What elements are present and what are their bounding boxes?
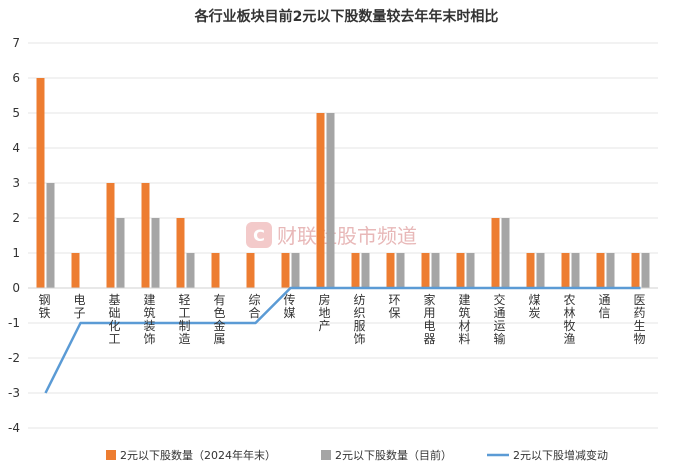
bar-current [291, 253, 300, 288]
y-tick-label: 7 [12, 36, 20, 50]
legend-swatch [321, 450, 331, 460]
x-tick-label: 基础化工 [108, 293, 120, 346]
bar-2024-year-end [211, 253, 220, 288]
bar-current [46, 183, 55, 288]
bar-current [466, 253, 475, 288]
chart-title: 各行业板块目前2元以下股数量较去年年末时相比 [194, 9, 499, 25]
bar-2024-year-end [316, 113, 325, 288]
y-tick-label: -2 [8, 351, 20, 365]
x-tick-label: 交通运输 [493, 292, 505, 346]
legend-label: 2元以下股增减变动 [513, 448, 608, 462]
bar-current [116, 218, 125, 288]
x-tick-label: 建筑装饰 [143, 293, 155, 346]
bar-2024-year-end [596, 253, 605, 288]
bar-2024-year-end [246, 253, 255, 288]
x-tick-label: 通信 [598, 293, 610, 320]
gridlines [28, 42, 658, 429]
bar-2024-year-end [141, 183, 150, 288]
bar-2024-year-end [561, 253, 570, 288]
bar-2024-year-end [106, 183, 115, 288]
x-tick-label: 钢铁 [38, 293, 50, 320]
bar-current [501, 218, 510, 288]
x-tick-label: 轻工制造 [178, 293, 190, 346]
x-tick-label: 有色金属 [213, 293, 225, 346]
x-tick-label: 农林牧渔 [563, 293, 575, 346]
y-tick-label: -1 [8, 316, 20, 330]
change-line-series [44, 286, 641, 394]
bar-2024-year-end [351, 253, 360, 288]
bar-2024-year-end [36, 78, 45, 288]
y-tick-label: 5 [12, 106, 20, 120]
bar-current [326, 113, 335, 288]
bar-current [361, 253, 370, 288]
y-axis: 7 6 5 4 3 2 1 0 -1 -2 -3 -4 [8, 36, 20, 435]
x-tick-label: 综合 [248, 293, 260, 320]
y-tick-label: 6 [12, 71, 20, 85]
bar-current [151, 218, 160, 288]
watermark-text: 财联社股市频道 [277, 224, 417, 248]
c-logo-icon [246, 222, 272, 248]
bar-2024-year-end [421, 253, 430, 288]
bar-current [186, 253, 195, 288]
change-line [44, 286, 641, 394]
watermark: C 财联社股市频道 [246, 222, 417, 248]
bar-current [431, 253, 440, 288]
bars [36, 78, 650, 288]
bar-current [396, 253, 405, 288]
x-tick-label: 煤炭 [528, 293, 540, 320]
bar-2024-year-end [491, 218, 500, 288]
x-tick-label: 传媒 [283, 292, 295, 320]
legend-current: 2元以下股数量（目前） [321, 448, 452, 462]
y-tick-label: -3 [8, 386, 20, 400]
bar-current [571, 253, 580, 288]
y-tick-label: 0 [12, 281, 20, 295]
legend-2024-year-end: 2元以下股数量（2024年年末） [106, 448, 276, 462]
legend-label: 2元以下股数量（2024年年末） [120, 448, 276, 462]
x-tick-label: 建筑材料 [458, 293, 470, 346]
bar-current [641, 253, 650, 288]
legend: 2元以下股数量（2024年年末） 2元以下股数量（目前） 2元以下股增减变动 [106, 448, 608, 462]
legend-swatch [106, 450, 116, 460]
bar-2024-year-end [176, 218, 185, 288]
legend-label: 2元以下股数量（目前） [335, 448, 452, 462]
bar-2024-year-end [526, 253, 535, 288]
y-tick-label: 3 [12, 176, 20, 190]
bar-2024-year-end [71, 253, 80, 288]
x-tick-label: 医药生物 [633, 293, 645, 346]
y-tick-label: 2 [12, 211, 20, 225]
x-tick-label: 纺织服饰 [353, 293, 365, 346]
y-tick-label: 1 [12, 246, 20, 260]
x-tick-label: 电子 [73, 293, 85, 320]
x-tick-label: 环保 [388, 293, 400, 320]
x-tick-label: 房地产 [318, 292, 330, 333]
bar-2024-year-end [281, 253, 290, 288]
bar-2024-year-end [456, 253, 465, 288]
bar-2024-year-end [631, 253, 640, 288]
c-logo-letter: C [253, 226, 265, 245]
y-tick-label: 4 [12, 141, 20, 155]
x-tick-label: 家用电器 [423, 292, 435, 346]
y-tick-label: -4 [8, 421, 20, 435]
legend-change: 2元以下股增减变动 [487, 448, 608, 462]
bar-2024-year-end [386, 253, 395, 288]
bar-current [536, 253, 545, 288]
bar-current [606, 253, 615, 288]
